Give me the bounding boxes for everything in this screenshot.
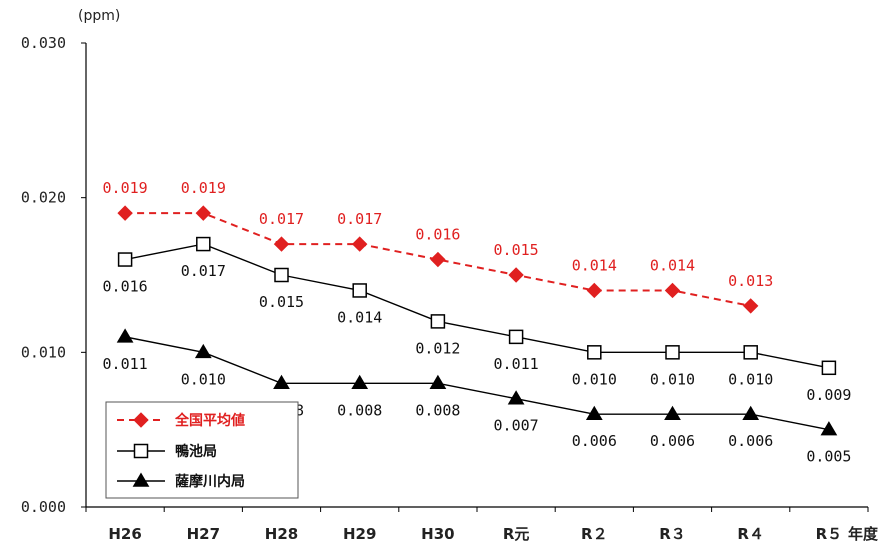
data-label: 0.010	[181, 370, 226, 388]
x-tick-label: R元	[503, 525, 530, 543]
axes	[81, 42, 869, 512]
data-point	[821, 360, 837, 376]
data-point	[194, 343, 212, 359]
data-point	[430, 314, 446, 329]
data-point	[274, 267, 289, 283]
data-point	[665, 345, 680, 360]
data-label: 0.014	[337, 308, 382, 326]
x-tick-label: R４	[737, 525, 764, 543]
data-point	[586, 282, 603, 299]
data-point	[664, 405, 681, 420]
x-tick-label: H28	[265, 525, 298, 543]
data-label: 0.014	[650, 256, 695, 274]
series-line	[124, 243, 830, 369]
x-tick-label: H29	[343, 525, 376, 543]
legend-label: 鴨池局	[175, 443, 217, 460]
legend-swatch-marker	[132, 472, 150, 487]
data-label: 0.010	[572, 370, 617, 388]
data-point	[743, 345, 758, 360]
x-tick-label: H26	[108, 525, 141, 543]
data-label: 0.011	[494, 355, 539, 373]
data-point	[117, 205, 133, 221]
data-label: 0.013	[728, 272, 773, 290]
data-label: 0.019	[103, 179, 148, 197]
data-point	[351, 236, 368, 252]
data-point	[585, 405, 603, 420]
data-point	[429, 374, 447, 390]
data-point	[508, 329, 524, 345]
series-line	[125, 212, 751, 307]
y-tick-label: 0.010	[21, 343, 66, 361]
data-label: 0.012	[415, 339, 460, 357]
legend-swatch-marker	[133, 443, 149, 459]
data-label: 0.017	[337, 210, 382, 228]
data-point	[664, 282, 681, 299]
data-point	[508, 267, 524, 283]
x-tick-label: R５	[816, 525, 843, 543]
data-point	[117, 252, 133, 267]
data-label: 0.008	[415, 401, 460, 419]
y-tick-label: 0.030	[21, 34, 66, 52]
data-label: 0.019	[181, 179, 226, 197]
data-point	[352, 283, 367, 298]
data-label: 0.005	[806, 448, 851, 466]
x-tick-label: H27	[187, 525, 220, 543]
data-point	[430, 251, 446, 268]
data-point	[195, 205, 212, 221]
data-label: 0.010	[728, 370, 773, 388]
series-3	[116, 328, 838, 436]
data-label: 0.010	[650, 370, 695, 388]
data-label: 0.015	[259, 293, 304, 311]
series-2	[117, 236, 837, 376]
legend-swatch-marker	[133, 412, 149, 428]
legend-item: 鴨池局	[117, 443, 217, 460]
data-point	[507, 390, 525, 405]
data-label: 0.016	[103, 278, 148, 296]
x-axis-unit: 年度	[848, 525, 879, 543]
y-tick-labels: 0.000 0.010 0.020 0.030	[21, 34, 66, 516]
data-point	[196, 236, 211, 252]
data-labels-layer: 0.019 0.019 0.017 0.017 0.016 0.015 0.014 0.014…	[103, 179, 852, 466]
data-point	[742, 298, 759, 314]
data-point	[351, 374, 369, 390]
y-tick-label: 0.000	[21, 498, 66, 516]
series-1	[117, 205, 759, 314]
data-label: 0.009	[806, 386, 851, 404]
data-label: 0.007	[494, 417, 539, 435]
x-tick-labels: H26 H27 H28 H29 H30 R元 R２ R３ R４ R５	[108, 525, 842, 543]
y-axis-unit: (ppm)	[78, 8, 120, 24]
data-label: 0.006	[650, 432, 695, 450]
data-point	[820, 421, 838, 436]
data-label: 0.016	[415, 226, 460, 244]
series-line	[124, 336, 830, 431]
x-tick-label: R３	[659, 525, 686, 543]
legend-item: 全国平均値	[117, 412, 245, 429]
x-tick-label: R２	[581, 525, 608, 543]
data-label: 0.011	[103, 355, 148, 373]
legend-item: 薩摩川内局	[117, 472, 245, 490]
data-label: 0.014	[572, 256, 617, 274]
data-point	[116, 328, 134, 343]
data-point	[742, 405, 760, 420]
data-label: 0.006	[728, 432, 773, 450]
series-layer	[116, 205, 838, 436]
data-label: 0.017	[259, 210, 304, 228]
data-point	[587, 345, 602, 360]
data-label: 0.008	[337, 401, 382, 419]
legend-label: 薩摩川内局	[175, 473, 245, 490]
data-point	[273, 374, 290, 390]
data-point	[273, 236, 290, 252]
legend-label: 全国平均値	[174, 412, 245, 429]
data-label: 0.015	[494, 241, 539, 259]
y-tick-label: 0.020	[21, 189, 66, 207]
x-tick-label: H30	[421, 525, 454, 543]
data-label: 0.017	[181, 262, 226, 280]
data-label: 0.006	[572, 432, 617, 450]
